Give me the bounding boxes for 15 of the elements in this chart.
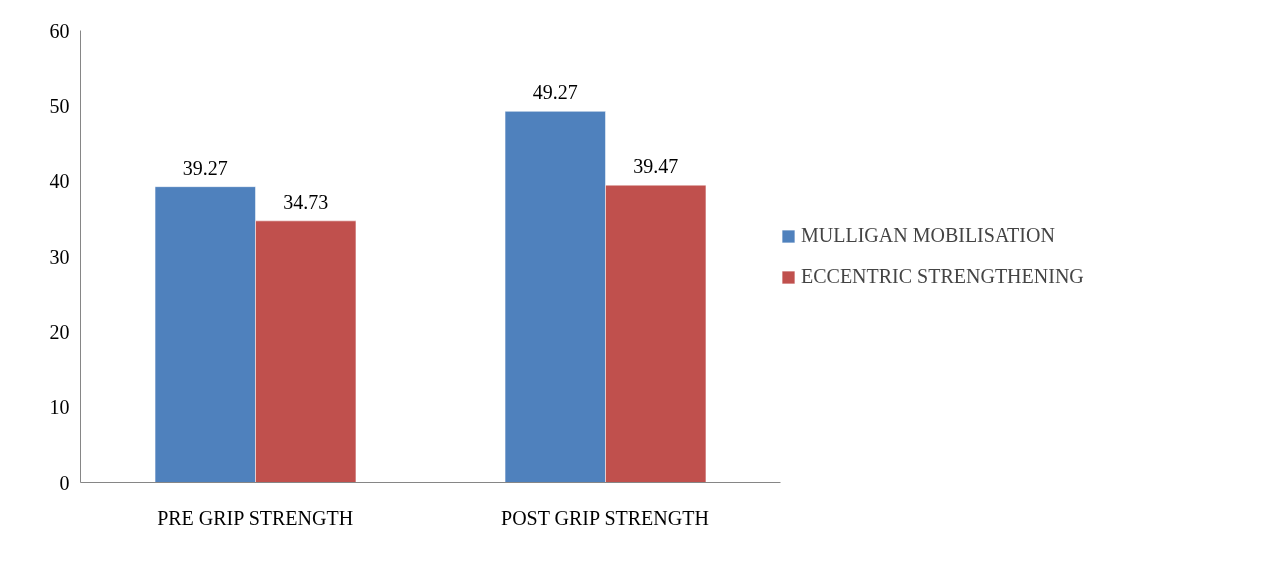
legend-label: ECCENTRIC STRENGTHENING (801, 265, 1084, 288)
y-tick-label: 0 (59, 471, 70, 494)
x-tick-label: POST GRIP STRENGTH (501, 506, 709, 529)
y-tick-label: 10 (49, 396, 70, 419)
x-tick-label: PRE GRIP STRENGTH (157, 506, 354, 529)
data-label: 39.27 (182, 156, 228, 179)
y-tick-label: 40 (49, 170, 70, 193)
y-tick-label: 30 (49, 245, 70, 268)
y-tick-label: 20 (49, 320, 70, 343)
data-label: 34.73 (283, 190, 329, 213)
data-label: 39.47 (633, 155, 679, 178)
legend-label: MULLIGAN MOBILISATION (801, 224, 1055, 247)
y-tick-label: 60 (49, 19, 70, 42)
data-label: 49.27 (532, 81, 578, 104)
y-tick-label: 50 (49, 94, 70, 117)
